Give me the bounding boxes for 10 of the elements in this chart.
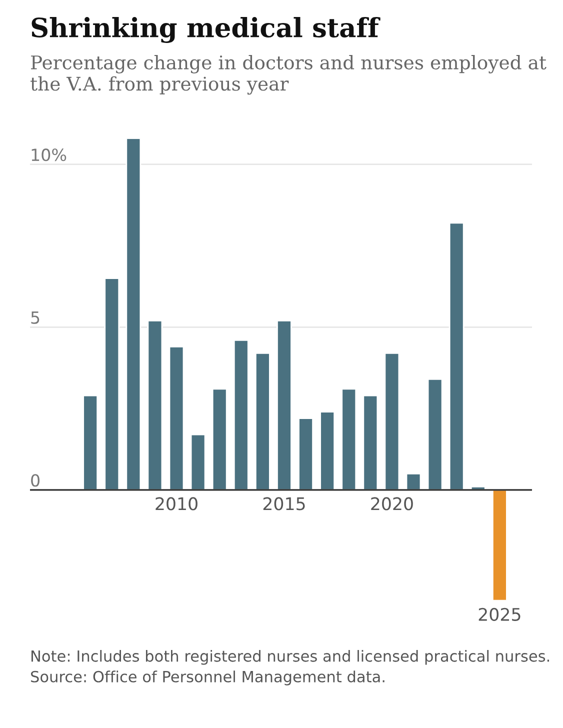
x-tick-label: 2015 [263,497,305,510]
y-tick-label: 10% [32,148,66,162]
x-tick-label: 2010 [156,497,198,510]
text: Note: Includes both registered nurses and licensed practical nurses. Source: Office of Personnel Management data. [31,650,550,686]
x-tick-label: 2020 [371,497,413,510]
chart-title: Shrinking medical staff [32,17,380,43]
chart-subtitle: Percentage change in doctors and nurses employed at the V.A. from previous year [30,55,546,95]
y-tick-label: 5 [31,312,40,324]
y-tick-label: 0 [31,474,40,487]
x-tick-label: 2025 [478,608,520,621]
